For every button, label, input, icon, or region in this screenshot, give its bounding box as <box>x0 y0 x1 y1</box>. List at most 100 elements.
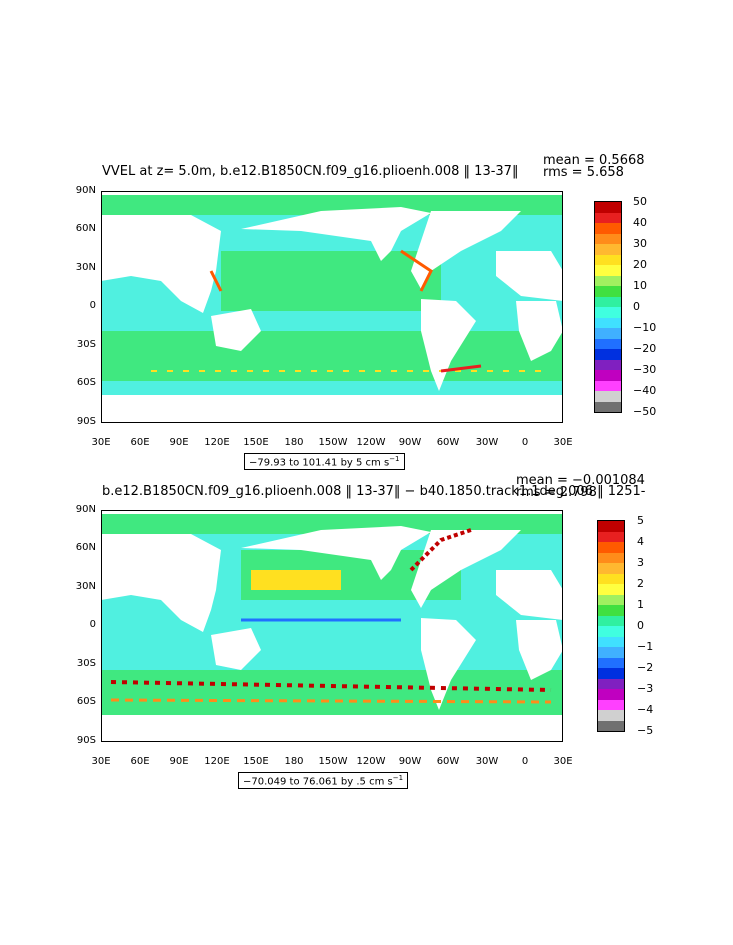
panel-2-lat-60n: 60N <box>75 542 96 553</box>
panel-1-lon-label: 90E <box>169 437 189 448</box>
panel-2-lat-90n: 90N <box>75 504 96 515</box>
panel-2-lon-label: 30E <box>553 756 573 767</box>
panel-1-range: −79.93 to 101.41 by 5 cm s−1 <box>244 453 405 471</box>
panel-1-map-frame <box>101 191 563 423</box>
panel-1-range-text: −79.93 to 101.41 by 5 cm s <box>249 457 390 469</box>
panel-1-mean: mean = 0.5668 <box>543 153 645 168</box>
colorbar-cell <box>595 202 621 213</box>
panel-1-lon-label: 30E <box>553 437 573 448</box>
colorbar-cell <box>598 584 624 595</box>
panel-2-colorbar <box>597 520 625 732</box>
colorbar-cell <box>598 521 624 532</box>
panel-2-lon-label: 60W <box>436 756 460 767</box>
panel-1-cbar-label: −50 <box>633 405 657 418</box>
panel-2-title: b.e12.B1850CN.f09_g16.plioenh.008 ‖ 13-3… <box>102 484 646 499</box>
panel-2-lon-label: 60E <box>130 756 150 767</box>
colorbar-cell <box>598 636 624 647</box>
panel-2-range: −70.049 to 76.061 by .5 cm s−1 <box>238 772 409 790</box>
panel-2-lon-label: 120E <box>204 756 230 767</box>
colorbar-cell <box>595 401 621 412</box>
panel-2-lat-90s: 90S <box>76 735 96 746</box>
panel-2-lon-label: 120W <box>356 756 386 767</box>
panel-2-lon-label: 90W <box>398 756 422 767</box>
colorbar-cell <box>595 391 621 402</box>
panel-1-cbar-label: 10 <box>633 279 647 292</box>
colorbar-cell <box>598 657 624 668</box>
panel-2-lon-label: 150E <box>243 756 269 767</box>
colorbar-cell <box>595 328 621 339</box>
colorbar-cell <box>595 233 621 244</box>
panel-2-cbar-label: 0 <box>637 619 644 632</box>
panel-1-cbar-label: −10 <box>633 321 657 334</box>
panel-1-lon-label: 120E <box>204 437 230 448</box>
colorbar-cell <box>595 349 621 360</box>
colorbar-cell <box>595 307 621 318</box>
panel-1-cbar-label: 0 <box>633 300 640 313</box>
colorbar-cell <box>598 615 624 626</box>
panel-1-lat-30s: 30S <box>76 339 96 350</box>
panel-1-colorbar <box>594 201 622 413</box>
panel-2-range-exp: −1 <box>392 774 404 782</box>
panel-2-cbar-label: 4 <box>637 535 644 548</box>
colorbar-cell <box>595 286 621 297</box>
panel-1-lat-90s: 90S <box>76 416 96 427</box>
panel-1-lat-0: 0 <box>89 300 96 311</box>
panel-1-cbar-label: 30 <box>633 237 647 250</box>
panel-1-title: VVEL at z= 5.0m, b.e12.B1850CN.f09_g16.p… <box>102 164 519 179</box>
colorbar-cell <box>595 212 621 223</box>
colorbar-cell <box>598 626 624 637</box>
colorbar-cell <box>598 605 624 616</box>
panel-1-lon-label: 120W <box>356 437 386 448</box>
colorbar-cell <box>598 647 624 658</box>
panel-1-cbar-label: 40 <box>633 216 647 229</box>
colorbar-cell <box>595 338 621 349</box>
panel-2-mean: mean = −0.001084 <box>516 473 645 488</box>
colorbar-cell <box>595 244 621 255</box>
panel-2-cbar-label: 2 <box>637 577 644 590</box>
colorbar-cell <box>598 720 624 731</box>
panel-1-cbar-label: −40 <box>633 384 657 397</box>
panel-1-range-exp: −1 <box>389 455 400 463</box>
colorbar-cell <box>598 531 624 542</box>
colorbar-cell <box>598 542 624 553</box>
panel-1-map <box>101 191 563 423</box>
panel-1-cbar-label: 50 <box>633 195 647 208</box>
colorbar-cell <box>598 668 624 679</box>
panel-1-lon-label: 180 <box>284 437 304 448</box>
colorbar-cell <box>595 254 621 265</box>
panel-1-lat-90n: 90N <box>75 185 96 196</box>
panel-2-map <box>101 510 563 742</box>
panel-2-lat-60s: 60S <box>76 696 96 707</box>
panel-2-rms: rms = 2.798 <box>516 485 597 500</box>
panel-1-lon-label: 0 <box>521 437 529 448</box>
panel-2-cbar-label: −4 <box>637 703 654 716</box>
panel-2-lat-0: 0 <box>89 619 96 630</box>
colorbar-cell <box>598 689 624 700</box>
panel-1-cbar-label: −20 <box>633 342 657 355</box>
panel-2-range-text: −70.049 to 76.061 by .5 cm s <box>243 776 393 788</box>
panel-1-lon-label: 30W <box>475 437 499 448</box>
panel-2-lon-label: 0 <box>521 756 529 767</box>
panel-2-map-frame <box>101 510 563 742</box>
panel-1-cbar-label: −30 <box>633 363 657 376</box>
colorbar-cell <box>598 699 624 710</box>
panel-2-cbar-label: −1 <box>637 640 654 653</box>
panel-1-rms: rms = 5.658 <box>543 165 624 180</box>
colorbar-cell <box>598 563 624 574</box>
colorbar-cell <box>598 552 624 563</box>
colorbar-cell <box>598 573 624 584</box>
panel-2-cbar-label: −5 <box>637 724 654 737</box>
panel-2-cbar-label: 1 <box>637 598 644 611</box>
colorbar-cell <box>595 380 621 391</box>
panel-1-lon-label: 150W <box>318 437 348 448</box>
panel-2-lon-label: 30E <box>91 756 111 767</box>
panel-1-lon-label: 30E <box>91 437 111 448</box>
panel-2-lon-label: 150W <box>318 756 348 767</box>
panel-2-lon-label: 90E <box>169 756 189 767</box>
colorbar-cell <box>598 594 624 605</box>
colorbar-cell <box>595 359 621 370</box>
panel-2-lat-30s: 30S <box>76 658 96 669</box>
panel-2-cbar-label: 5 <box>637 514 644 527</box>
panel-2-lon-label: 180 <box>284 756 304 767</box>
colorbar-cell <box>595 223 621 234</box>
